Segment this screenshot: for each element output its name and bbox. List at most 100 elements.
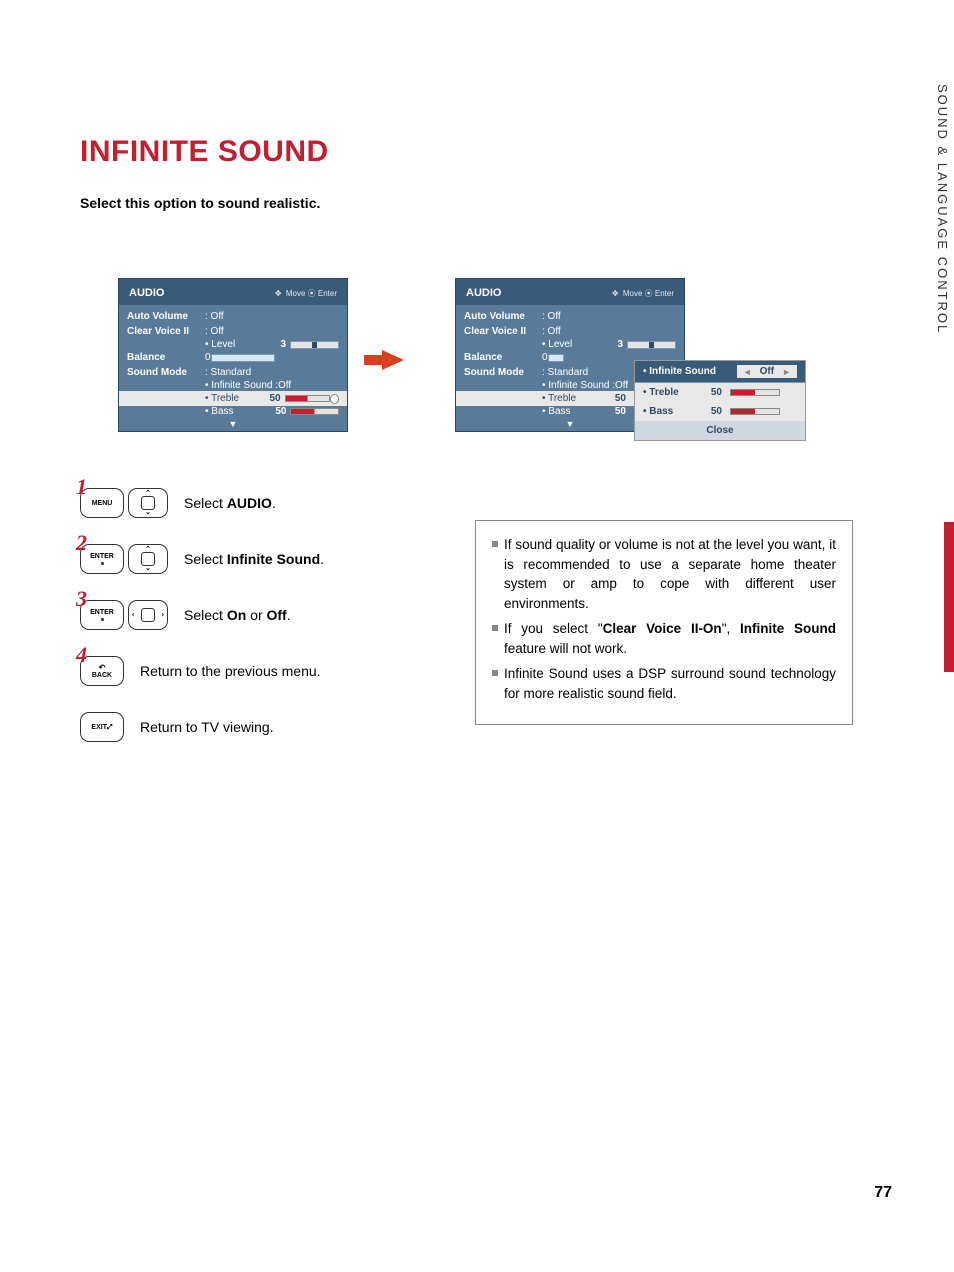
slider-level	[290, 341, 339, 349]
note-1-text: If sound quality or volume is not at the…	[504, 537, 836, 611]
value-clear-voice: : Off	[205, 326, 275, 337]
step-2-text: Select Infinite Sound.	[184, 551, 324, 567]
row-auto-volume-r: Auto Volume : Off	[464, 309, 676, 324]
move-icon-r: ✥	[612, 289, 619, 298]
osd-nav-hint: ✥ Move ⦿ Enter	[275, 288, 337, 299]
label-auto-volume: Auto Volume	[127, 311, 205, 322]
step-2-number: 2	[76, 530, 87, 556]
label-balance-r: Balance	[464, 352, 542, 363]
row-treble-selected: • Treble 50	[119, 391, 347, 406]
step-2: 2 ENTER ⌃ ⌄ Select Infinite Sound.	[80, 544, 480, 574]
enter-button-label-2: ENTER	[90, 609, 114, 616]
dpad-leftright-icon: ‹ ›	[128, 600, 168, 630]
back-arrow-icon: ↶	[99, 664, 106, 672]
selection-dot-icon	[330, 394, 339, 404]
note-2-d: Infinite Sound	[740, 621, 836, 636]
arrow-right-icon: ►	[780, 367, 793, 377]
label-clear-voice-r: Clear Voice II	[464, 326, 542, 337]
step-3-text: Select On or Off.	[184, 607, 291, 623]
step-1-text-b: AUDIO	[227, 495, 272, 511]
move-icon: ✥	[275, 289, 282, 298]
step-3: 3 ENTER ‹ › Select On or Off.	[80, 600, 480, 630]
step-1-text-a: Select	[184, 495, 227, 511]
dpad-updown-icon: ⌃ ⌄	[128, 488, 168, 518]
note-2-a: If you select "	[504, 621, 603, 636]
label-auto-volume-r: Auto Volume	[464, 311, 542, 322]
label-bass: • Bass	[205, 406, 265, 417]
step-4-number: 4	[76, 642, 87, 668]
popup-row-treble: • Treble 50	[635, 383, 805, 402]
label-level: • Level	[205, 339, 269, 350]
label-infinite: • Infinite Sound :Off	[205, 380, 291, 391]
note-1: If sound quality or volume is not at the…	[492, 535, 836, 613]
slider-treble	[285, 395, 330, 402]
row-infinite: • Infinite Sound :Off	[127, 380, 339, 391]
value-level-r: 3	[606, 339, 623, 350]
value-clear-voice-r: : Off	[542, 326, 612, 337]
exit-button-icon: EXIT⤢	[80, 712, 124, 742]
osd-title-r: AUDIO	[466, 287, 501, 299]
page-number: 77	[874, 1184, 892, 1202]
enter-label-r: Enter	[655, 289, 674, 298]
popup-row-infinite: • Infinite Sound ◄ Off ►	[635, 361, 805, 383]
step-2-text-b: Infinite Sound	[227, 551, 320, 567]
value-auto-volume: : Off	[205, 311, 275, 322]
note-2-b: Clear Voice II-On	[603, 621, 722, 636]
label-sound-mode: Sound Mode	[127, 367, 205, 378]
osd-header-r: AUDIO ✥ Move ⦿ Enter	[456, 279, 684, 305]
label-clear-voice: Clear Voice II	[127, 326, 205, 337]
step-5: EXIT⤢ Return to TV viewing.	[80, 712, 480, 742]
dpad-updown-icon-2: ⌃ ⌄	[128, 544, 168, 574]
row-level-r: • Level 3	[464, 339, 676, 350]
osd-body: Auto Volume : Off Clear Voice II : Off •…	[119, 305, 347, 419]
transition-arrow-icon	[382, 350, 404, 370]
back-button-label: BACK	[92, 672, 112, 679]
label-treble-r: • Treble	[542, 393, 604, 404]
step-3-buttons: ENTER ‹ ›	[80, 600, 168, 630]
dpad-icon-3	[141, 608, 155, 622]
row-clear-voice-r: Clear Voice II : Off	[464, 324, 676, 339]
page-subtitle: Select this option to sound realistic.	[80, 195, 320, 211]
step-5-text: Return to TV viewing.	[140, 719, 274, 735]
popup-label-bass: • Bass	[643, 406, 698, 417]
bullet-icon-2	[492, 625, 498, 631]
popup-close-button[interactable]: Close	[635, 421, 805, 440]
bullet-icon-3	[492, 670, 498, 676]
step-2-text-a: Select	[184, 551, 227, 567]
popup-label-treble: • Treble	[643, 387, 698, 398]
notes-box: If sound quality or volume is not at the…	[475, 520, 853, 725]
popup-off-value: Off	[754, 365, 780, 378]
page-title: INFINITE SOUND	[80, 135, 329, 169]
popup-slider-treble	[730, 389, 780, 396]
step-1-buttons: MENU ⌃ ⌄	[80, 488, 168, 518]
bullet-icon	[492, 541, 498, 547]
slider-balance-r	[548, 354, 564, 362]
popup-slider-bass	[730, 408, 780, 415]
menu-button-label: MENU	[92, 500, 113, 507]
step-1: 1 MENU ⌃ ⌄ Select AUDIO.	[80, 488, 480, 518]
row-sound-mode: Sound Mode : Standard	[127, 365, 339, 380]
step-4-text: Return to the previous menu.	[140, 663, 321, 679]
step-2-buttons: ENTER ⌃ ⌄	[80, 544, 168, 574]
step-2-text-c: .	[320, 551, 324, 567]
row-balance: Balance 0	[127, 350, 339, 365]
step-1-text: Select AUDIO.	[184, 495, 276, 511]
label-bass-r: • Bass	[542, 406, 604, 417]
value-treble: 50	[261, 393, 281, 404]
osd-menu-left: AUDIO ✥ Move ⦿ Enter Auto Volume : Off C…	[118, 278, 348, 432]
note-2: If you select "Clear Voice II-On", Infin…	[492, 619, 836, 658]
step-4: 4 ↶ BACK Return to the previous menu.	[80, 656, 480, 686]
note-2-e: feature will not work.	[504, 641, 627, 656]
down-arrow-icon: ⌄	[145, 509, 151, 516]
step-3-text-c: or	[246, 607, 266, 623]
popup-value-treble: 50	[698, 387, 722, 398]
dpad-icon	[141, 496, 155, 510]
value-auto-volume-r: : Off	[542, 311, 612, 322]
section-label: SOUND & LANGUAGE CONTROL	[935, 84, 950, 334]
slider-level-r	[627, 341, 676, 349]
section-tab	[932, 522, 954, 882]
down-arrow-icon-2: ⌄	[145, 565, 151, 572]
enter-icon: ⦿	[308, 289, 318, 298]
popup-value-bass: 50	[698, 406, 722, 417]
scroll-down-icon: ▼	[119, 419, 347, 431]
